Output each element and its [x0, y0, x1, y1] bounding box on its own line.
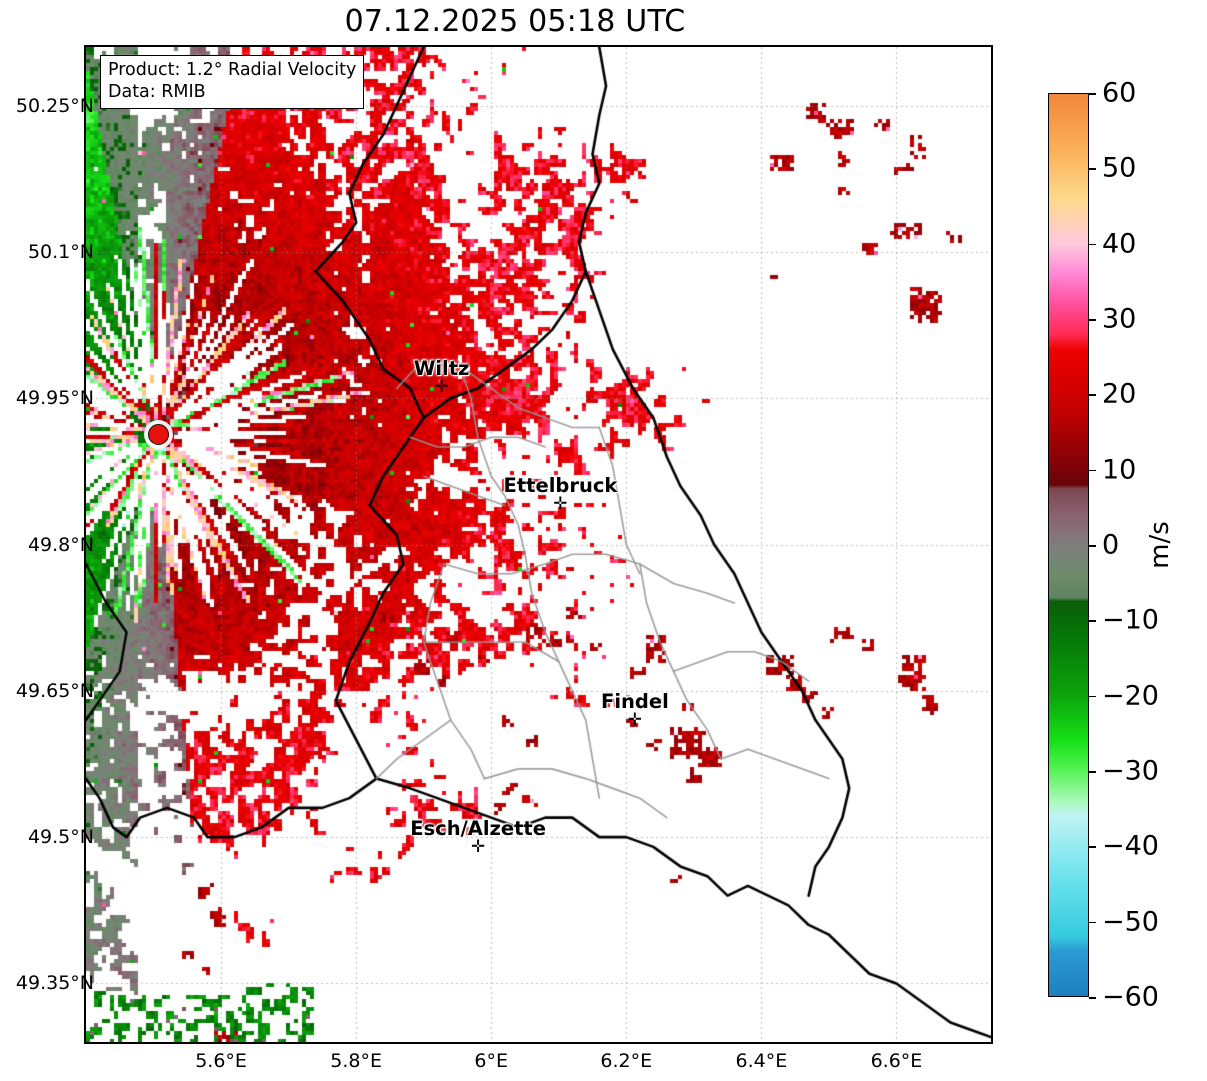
- y-axis-tick-label: 49.65°N: [15, 679, 94, 702]
- x-axis-tick-label: 6.2°E: [600, 1050, 653, 1072]
- colorbar-tick: [1089, 921, 1096, 924]
- y-axis-tick-label: 49.8°N: [27, 533, 94, 556]
- colorbar-gradient: [1048, 93, 1089, 997]
- colorbar-tick-label: 40: [1102, 228, 1137, 260]
- x-axis-tick-label: 6.6°E: [870, 1050, 923, 1072]
- colorbar-tick-label: 10: [1102, 454, 1137, 486]
- colorbar-tick: [1089, 319, 1096, 321]
- y-axis-tick-label: 50.25°N: [15, 94, 94, 117]
- product-line: Product: 1.2° Radial Velocity: [108, 60, 357, 80]
- colorbar-tick: [1089, 243, 1096, 246]
- x-axis-tick-label: 5.8°E: [330, 1050, 383, 1072]
- colorbar-tick-label: −40: [1102, 830, 1159, 862]
- radar-canvas-wrap: [86, 47, 991, 1042]
- colorbar-unit-label: m/s: [1145, 521, 1175, 569]
- colorbar-tick-label: −30: [1102, 755, 1159, 787]
- colorbar-tick-label: 20: [1102, 378, 1137, 410]
- colorbar-tick: [1089, 771, 1096, 773]
- y-axis-tick-label: 49.35°N: [15, 972, 94, 995]
- colorbar-tick-label: 30: [1102, 303, 1137, 335]
- colorbar-tick: [1089, 997, 1096, 999]
- radar-map-plot[interactable]: Product: 1.2° Radial Velocity Data: RMIB…: [84, 45, 993, 1044]
- page-title: 07.12.2025 05:18 UTC: [344, 4, 686, 39]
- y-axis-tick-label: 49.5°N: [27, 826, 94, 849]
- data-source-line: Data: RMIB: [108, 82, 206, 103]
- y-axis-tick-label: 50.1°N: [27, 240, 94, 263]
- radar-site-marker[interactable]: [148, 423, 170, 445]
- y-axis-tick-label: 49.95°N: [15, 387, 94, 410]
- colorbar-tick: [1089, 545, 1096, 547]
- colorbar-tick: [1089, 846, 1096, 848]
- colorbar-tick-label: −10: [1102, 604, 1159, 636]
- colorbar-tick: [1089, 168, 1096, 170]
- radar-reflectivity-canvas: [86, 47, 991, 1042]
- colorbar-tick: [1089, 394, 1096, 396]
- colorbar-tick: [1089, 695, 1096, 698]
- x-axis-tick-label: 6.4°E: [735, 1050, 788, 1072]
- x-axis-tick-label: 6°E: [474, 1050, 509, 1072]
- colorbar-tick-label: −60: [1102, 981, 1159, 1013]
- colorbar-tick-label: −20: [1102, 680, 1159, 712]
- colorbar-tick: [1089, 469, 1096, 472]
- colorbar-tick-label: 50: [1102, 152, 1137, 184]
- product-info-box: Product: 1.2° Radial Velocity Data: RMIB: [100, 55, 365, 109]
- colorbar-tick-label: 0: [1102, 529, 1120, 561]
- colorbar-tick: [1089, 93, 1096, 95]
- colorbar[interactable]: 60 50 40 30 20 10 0 −10 −20 −30 −40 −50 −60: [1048, 78, 1159, 1013]
- colorbar-tick-label: −50: [1102, 906, 1159, 938]
- colorbar-tick: [1089, 620, 1096, 622]
- colorbar-tick-label: 60: [1102, 77, 1137, 109]
- x-axis-tick-label: 5.6°E: [195, 1050, 247, 1072]
